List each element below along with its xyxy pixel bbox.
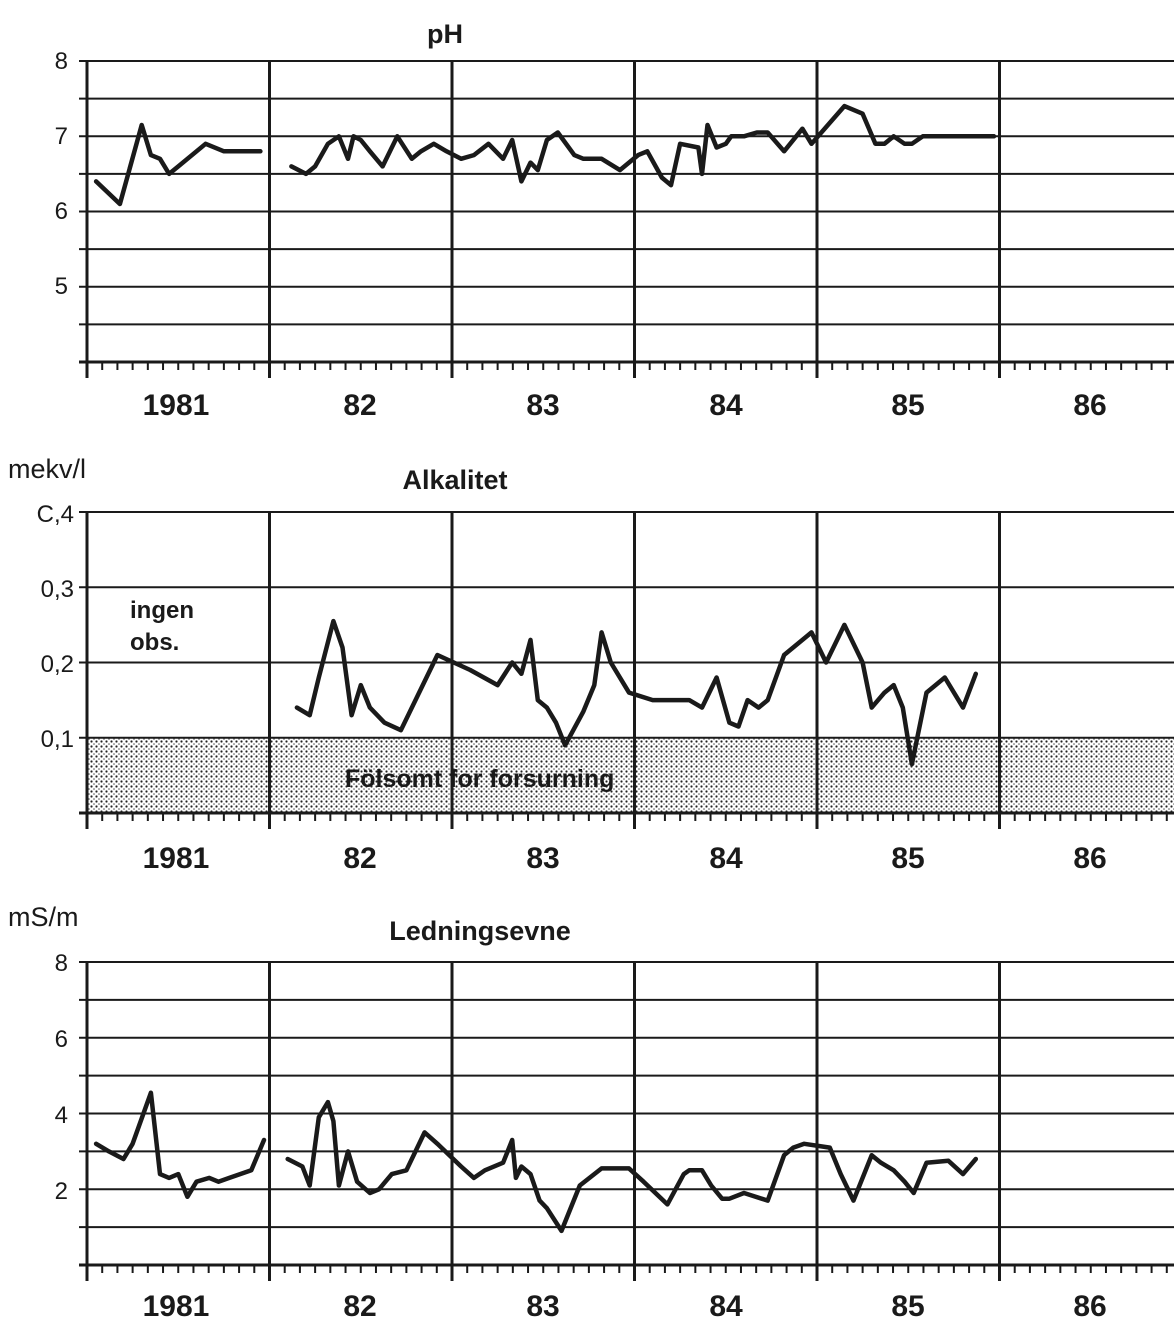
series-line-0 [96,1093,264,1197]
y-tick-label: 0,1 [41,726,74,753]
x-tick-label: 82 [343,389,376,422]
sensitive-zone-band [87,738,1174,813]
alkalitet-title: Alkalitet [402,465,507,495]
x-tick-label: 85 [891,842,924,875]
x-tick-label: 84 [709,842,743,875]
series-line-1 [288,1102,976,1231]
y-tick-label: 4 [55,1102,68,1129]
y-tick-label: 7 [55,123,68,150]
x-tick-label: 84 [709,389,743,422]
annotation-ingen: ingen [130,597,194,624]
sensitive-zone-label: Fölsomt for forsurning [345,765,614,793]
alkalitet-y-unit: mekv/l [8,454,86,484]
x-tick-label: 1981 [143,842,210,875]
y-tick-label: 8 [55,48,68,75]
x-tick-label: 83 [526,389,559,422]
x-tick-label: 82 [343,842,376,875]
y-tick-label: 6 [55,1026,68,1053]
y-tick-label: 5 [55,273,68,300]
y-tick-label: C,4 [37,501,74,528]
y-tick-label: 0,3 [41,576,74,603]
ledningsevne-y-unit: mS/m [8,902,79,932]
x-tick-label: 1981 [143,1290,210,1322]
ph-title: pH [427,19,463,49]
alkalitet-panel: Alkalitet mekv/l 0,1 0,2 0,3 C,4 ingen o… [8,454,1174,875]
x-tick-label: 85 [891,389,924,422]
ledningsevne-panel: Ledningsevne mS/m 2 4 6 8 1981 82 83 84 … [8,902,1174,1322]
ledningsevne-title: Ledningsevne [389,916,571,946]
y-tick-label: 0,2 [41,651,74,678]
x-tick-label: 86 [1073,842,1106,875]
x-tick-label: 83 [526,842,559,875]
ph-panel: pH 5 6 7 8 1981 82 83 84 85 86 [55,19,1174,422]
x-tick-label: 86 [1073,1290,1106,1322]
y-tick-label: 2 [55,1178,68,1205]
x-tick-label: 86 [1073,389,1106,422]
y-tick-label: 6 [55,198,68,225]
x-tick-label: 84 [709,1290,743,1322]
y-tick-label: 8 [55,950,68,977]
x-tick-label: 85 [891,1290,924,1322]
x-tick-label: 82 [343,1290,376,1322]
x-tick-label: 83 [526,1290,559,1322]
annotation-obs: obs. [130,629,179,656]
x-tick-label: 1981 [143,389,210,422]
